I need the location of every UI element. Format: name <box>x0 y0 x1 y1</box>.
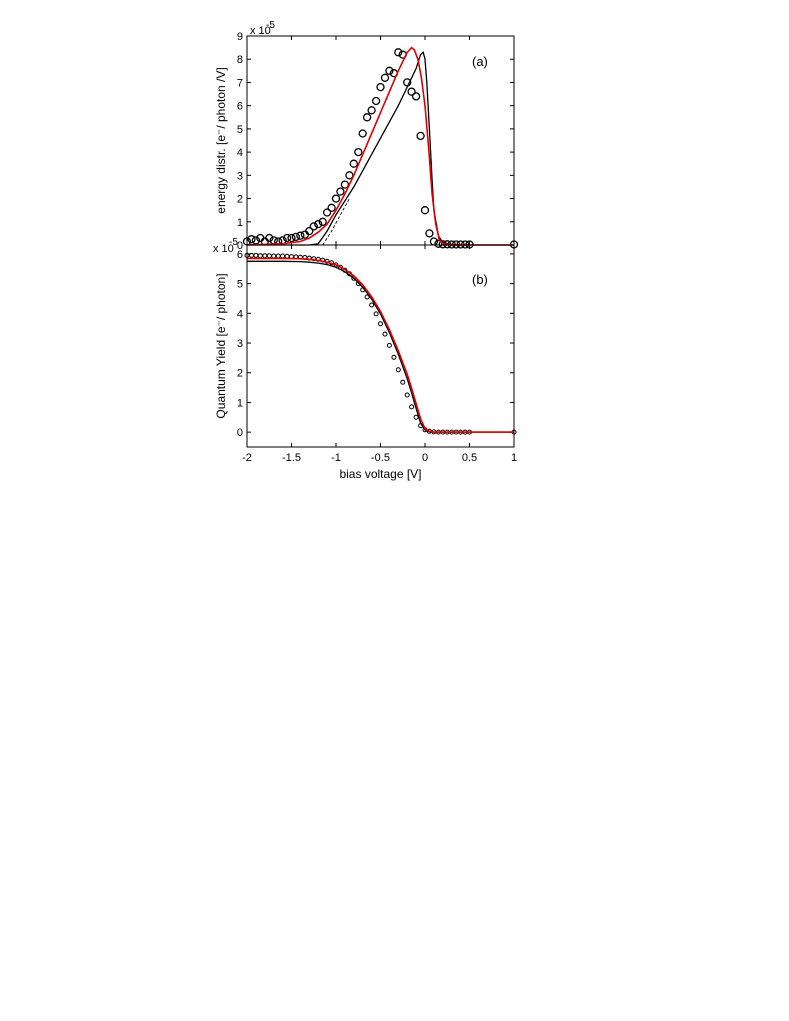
data-point <box>367 106 376 115</box>
y-tick-label: 4 <box>237 147 243 159</box>
y-tick-label: 5 <box>237 279 243 291</box>
dashed-line <box>322 198 350 246</box>
data-point <box>257 253 263 259</box>
data-point <box>411 92 421 101</box>
data-point <box>314 219 323 229</box>
data-point <box>280 253 286 259</box>
data-point <box>345 171 354 180</box>
data-point <box>425 229 434 238</box>
panel-a-label: (a) <box>472 54 488 69</box>
data-point <box>362 113 372 122</box>
y-tick-label: 3 <box>237 170 243 182</box>
data-point <box>282 233 292 243</box>
data-point <box>315 256 321 262</box>
data-point <box>349 159 358 168</box>
data-point <box>355 281 361 287</box>
data-point <box>358 129 367 138</box>
data-point <box>265 233 274 243</box>
data-point <box>296 231 305 240</box>
y-tick-label: 2 <box>237 368 243 380</box>
panel-b-label: (b) <box>472 272 488 287</box>
panel-b-y-axis-label: Quantum Yield [e⁻/ photon] <box>214 273 228 418</box>
panel-b-y-multiplier-exponent: -5 <box>229 237 238 248</box>
data-point <box>340 180 350 189</box>
data-point <box>364 294 370 300</box>
y-tick-label: 0 <box>237 427 243 439</box>
x-axis-label: bias voltage [V] <box>339 467 421 481</box>
panel-b-y-multiplier: x 10 <box>213 243 234 255</box>
data-point <box>287 233 296 243</box>
y-tick-label: 5 <box>237 124 243 136</box>
y-tick-label: 8 <box>237 54 243 66</box>
data-point <box>420 206 430 215</box>
panel-b-series <box>244 252 517 435</box>
y-tick-label: 6 <box>237 249 243 261</box>
data-point <box>247 235 256 244</box>
data-point <box>376 82 385 92</box>
panel-a: 0 1 2 3 4 5 6 7 8 9 (a) x 10 -5 energy distr. [e⁻… <box>214 20 519 252</box>
y-tick-label: 2 <box>237 194 243 206</box>
y-tick-label: 9 <box>237 31 243 43</box>
data-point <box>275 253 281 259</box>
x-tick-label: -2 <box>242 452 252 464</box>
y-tick-label: 1 <box>237 217 243 229</box>
data-point <box>385 66 394 75</box>
y-tick-label: 3 <box>237 338 243 350</box>
data-point <box>291 232 301 242</box>
data-point <box>404 392 410 398</box>
data-point <box>309 222 318 231</box>
y-tick-label: 6 <box>237 101 243 113</box>
data-point <box>322 208 332 217</box>
data-point <box>354 147 363 157</box>
data-point <box>378 321 383 327</box>
y-tick-label: 7 <box>237 77 243 89</box>
data-point <box>369 302 375 308</box>
panel-b: 0 1 2 3 4 5 6 -2 -1.5 -1 -0.5 0 0.5 1 (b) x 10 -5 Qua… <box>213 237 517 481</box>
data-point <box>266 253 272 259</box>
panel-a-y-multiplier: x 10 <box>250 25 271 37</box>
red-fit-line <box>247 257 514 433</box>
x-tick-label: -1 <box>331 452 341 464</box>
x-tick-label: 0 <box>422 452 428 464</box>
panel-a-series <box>242 46 519 249</box>
data-point <box>395 367 401 373</box>
data-point <box>380 73 390 82</box>
y-tick-label: 1 <box>237 397 243 409</box>
data-point <box>327 203 336 212</box>
y-tick-label: 4 <box>237 308 243 320</box>
data-point <box>318 217 327 226</box>
panel-a-y-axis-label: energy distr. [e⁻/ photon /V] <box>214 67 228 213</box>
data-point <box>382 331 388 337</box>
panel-a-y-multiplier-exponent: -5 <box>266 20 275 31</box>
data-point <box>336 187 345 196</box>
y-tick-label: 0 <box>237 240 243 252</box>
x-tick-label: -0.5 <box>371 452 390 464</box>
data-point <box>305 226 314 236</box>
data-point <box>262 253 268 259</box>
data-point <box>400 379 406 385</box>
data-point <box>409 404 415 410</box>
x-tick-label: 1 <box>511 452 517 464</box>
data-point <box>386 342 392 348</box>
data-point <box>373 311 379 317</box>
data-point <box>416 131 425 141</box>
red-fit-line <box>246 46 514 246</box>
data-point <box>249 252 254 258</box>
black-fit-line <box>247 51 514 246</box>
data-point <box>407 87 416 96</box>
data-point <box>413 414 419 420</box>
data-point <box>271 253 277 259</box>
data-point <box>331 194 341 203</box>
data-point <box>394 48 403 57</box>
data-point <box>371 96 381 106</box>
data-point <box>391 354 397 360</box>
panel-b-frame <box>246 244 515 448</box>
x-tick-label: -1.5 <box>282 452 301 464</box>
data-point <box>253 252 259 258</box>
x-tick-label: 0.5 <box>462 452 477 464</box>
